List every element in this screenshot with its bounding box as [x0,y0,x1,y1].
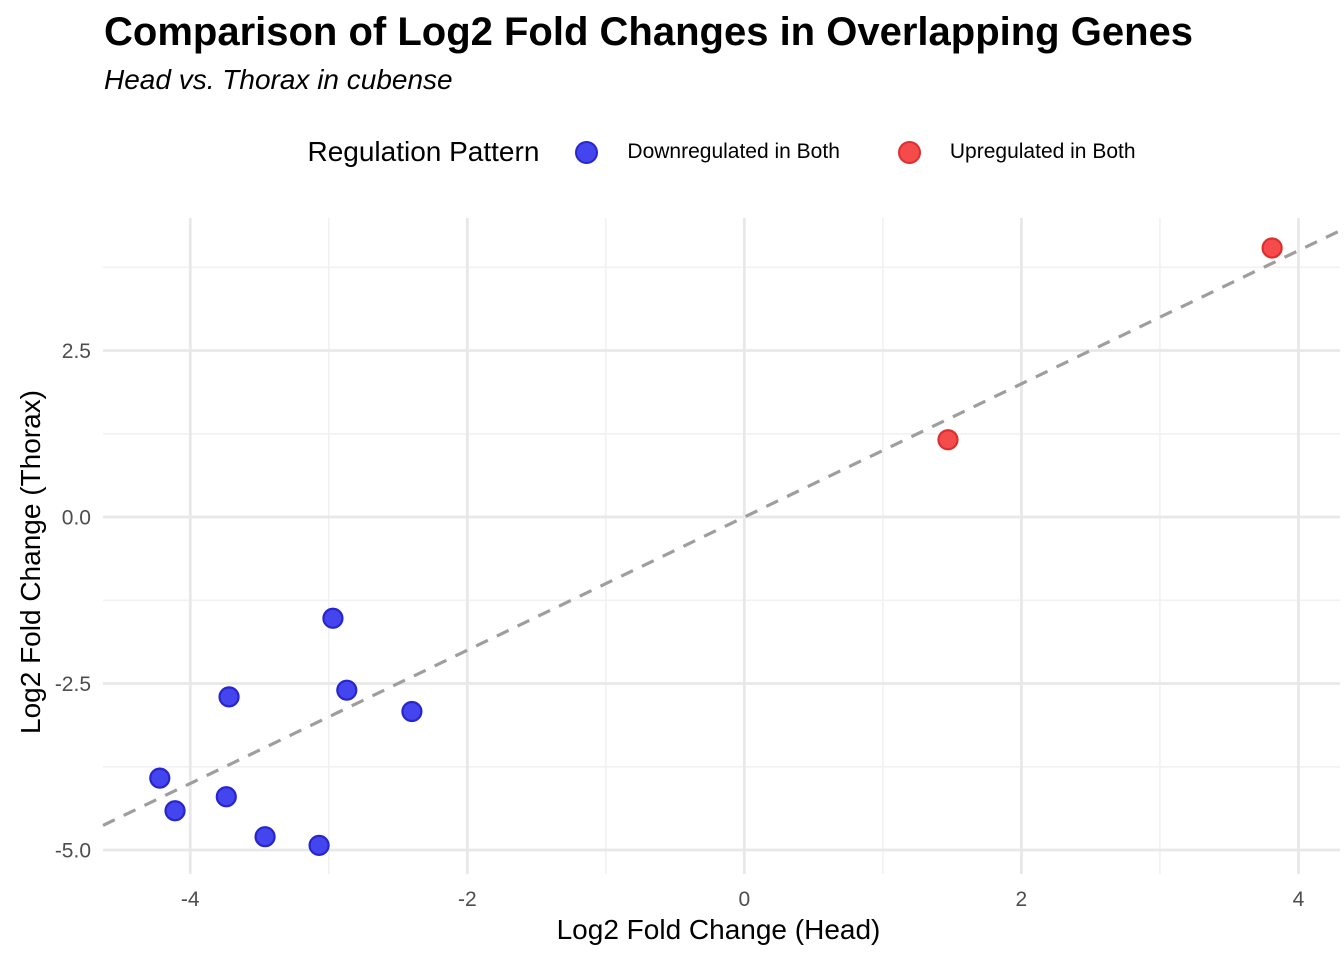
y-tick-label: -2.5 [55,673,91,696]
y-axis-title: Log2 Fold Change (Thorax) [15,390,46,734]
x-tick-label: -4 [181,888,200,911]
data-point-downregulated-in-both [254,826,276,848]
x-tick-label: 0 [739,888,751,911]
x-tick-label: -2 [458,888,477,911]
chart-title: Comparison of Log2 Fold Changes in Overl… [104,10,1194,54]
y-tick-label: 2.5 [62,340,91,363]
y-tick-label: -5.0 [55,840,91,863]
data-point-downregulated-in-both [308,834,330,856]
legend-item-downregulated-in-both: Downregulated in Both [575,140,840,164]
x-axis-title: Log2 Fold Change (Head) [557,914,881,945]
data-point-downregulated-in-both [149,767,171,789]
legend-dot-icon [897,140,921,164]
data-point-downregulated-in-both [164,800,186,822]
data-point-upregulated-in-both [1261,237,1283,259]
data-point-downregulated-in-both [322,607,344,629]
legend-item-label: Upregulated in Both [949,140,1136,163]
x-tick-label: 2 [1016,888,1028,911]
data-point-upregulated-in-both [937,429,959,451]
chart-subtitle: Head vs. Thorax in cubense [104,64,453,95]
legend-item-upregulated-in-both: Upregulated in Both [897,140,1136,164]
data-point-downregulated-in-both [215,786,237,808]
y-tick-label: 0.0 [62,507,91,530]
legend-title: Regulation Pattern [307,136,540,167]
legend-item-label: Downregulated in Both [627,140,840,163]
legend-dot-icon [575,140,599,164]
data-point-downregulated-in-both [336,679,358,701]
legend: Regulation Pattern Downregulated in Both… [103,130,1340,174]
x-tick-label: 4 [1293,888,1305,911]
data-point-downregulated-in-both [218,686,240,708]
identity-reference-line [102,229,1341,827]
data-point-downregulated-in-both [401,700,423,723]
